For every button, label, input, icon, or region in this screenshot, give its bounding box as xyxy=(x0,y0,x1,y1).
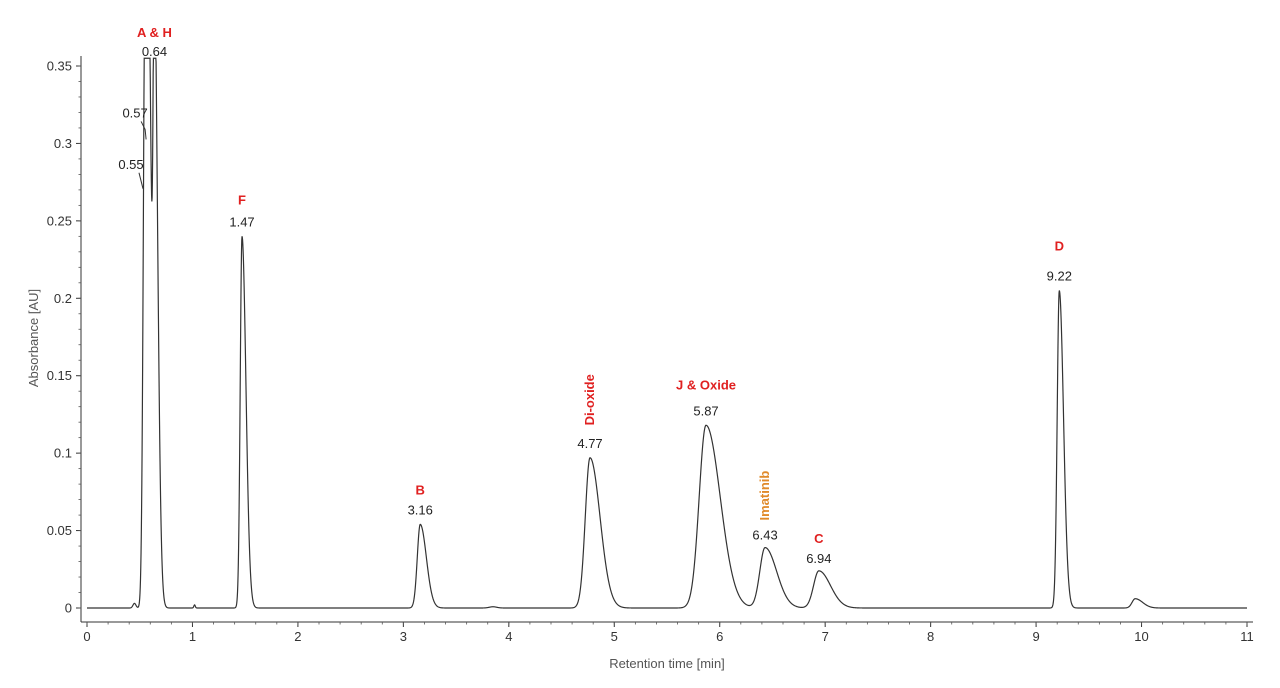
x-tick-label: 6 xyxy=(716,629,723,644)
x-tick-label: 8 xyxy=(927,629,934,644)
peak-rt-label: 5.87 xyxy=(693,403,718,418)
compound-label: F xyxy=(238,192,246,207)
peak-rt-label: 0.57 xyxy=(122,105,147,120)
peak-leader xyxy=(140,121,147,140)
compound-label: C xyxy=(814,531,824,546)
x-tick-label: 10 xyxy=(1134,629,1148,644)
compound-label: J & Oxide xyxy=(676,377,736,392)
x-tick-label: 3 xyxy=(400,629,407,644)
peak-rt-label: 0.55 xyxy=(118,157,143,172)
peak-rt-label: 3.16 xyxy=(408,502,433,517)
compound-label: Di-oxide xyxy=(582,374,597,425)
y-tick-label: 0.2 xyxy=(54,291,72,306)
x-tick-label: 11 xyxy=(1240,629,1254,644)
compound-label: Imatinib xyxy=(757,471,772,521)
y-tick-label: 0.25 xyxy=(47,213,72,228)
y-tick-label: 0.05 xyxy=(47,523,72,538)
peak-rt-label: 6.94 xyxy=(806,551,831,566)
y-tick-label: 0 xyxy=(65,601,72,616)
y-tick-label: 0.1 xyxy=(54,446,72,461)
y-tick-label: 0.15 xyxy=(47,368,72,383)
compound-label: A & H xyxy=(137,25,172,40)
x-tick-label: 1 xyxy=(189,629,196,644)
peak-annotations: 0.55 0.57 0.64 1.47 3.16 4.77 5.87 6.43 6.94 9.22… xyxy=(118,25,1072,566)
peak-rt-label: 9.22 xyxy=(1047,269,1072,284)
peak-rt-label: 1.47 xyxy=(229,214,254,229)
x-axis-title: Retention time [min] xyxy=(609,656,725,671)
y-tick-label: 0.35 xyxy=(47,59,72,74)
x-tick-label: 7 xyxy=(822,629,829,644)
chromatogram-trace xyxy=(87,57,1247,609)
axes: 0 1 2 3 4 5 6 7 8 9 10 11 0 0.05 0.1 0.15 0.2 0.25 0.3 0.35 xyxy=(47,56,1254,644)
compound-label: B xyxy=(416,482,425,497)
y-axis-title: Absorbance [AU] xyxy=(26,289,41,387)
x-tick-label: 4 xyxy=(505,629,512,644)
x-tick-label: 0 xyxy=(83,629,90,644)
peak-rt-label: 6.43 xyxy=(752,528,777,543)
peak-leader xyxy=(138,172,144,189)
x-tick-label: 2 xyxy=(294,629,301,644)
x-tick-label: 5 xyxy=(611,629,618,644)
peak-rt-label: 0.64 xyxy=(142,44,167,59)
compound-label: D xyxy=(1055,239,1064,254)
peak-rt-label: 4.77 xyxy=(577,436,602,451)
y-tick-label: 0.3 xyxy=(54,136,72,151)
x-tick-label: 9 xyxy=(1032,629,1039,644)
